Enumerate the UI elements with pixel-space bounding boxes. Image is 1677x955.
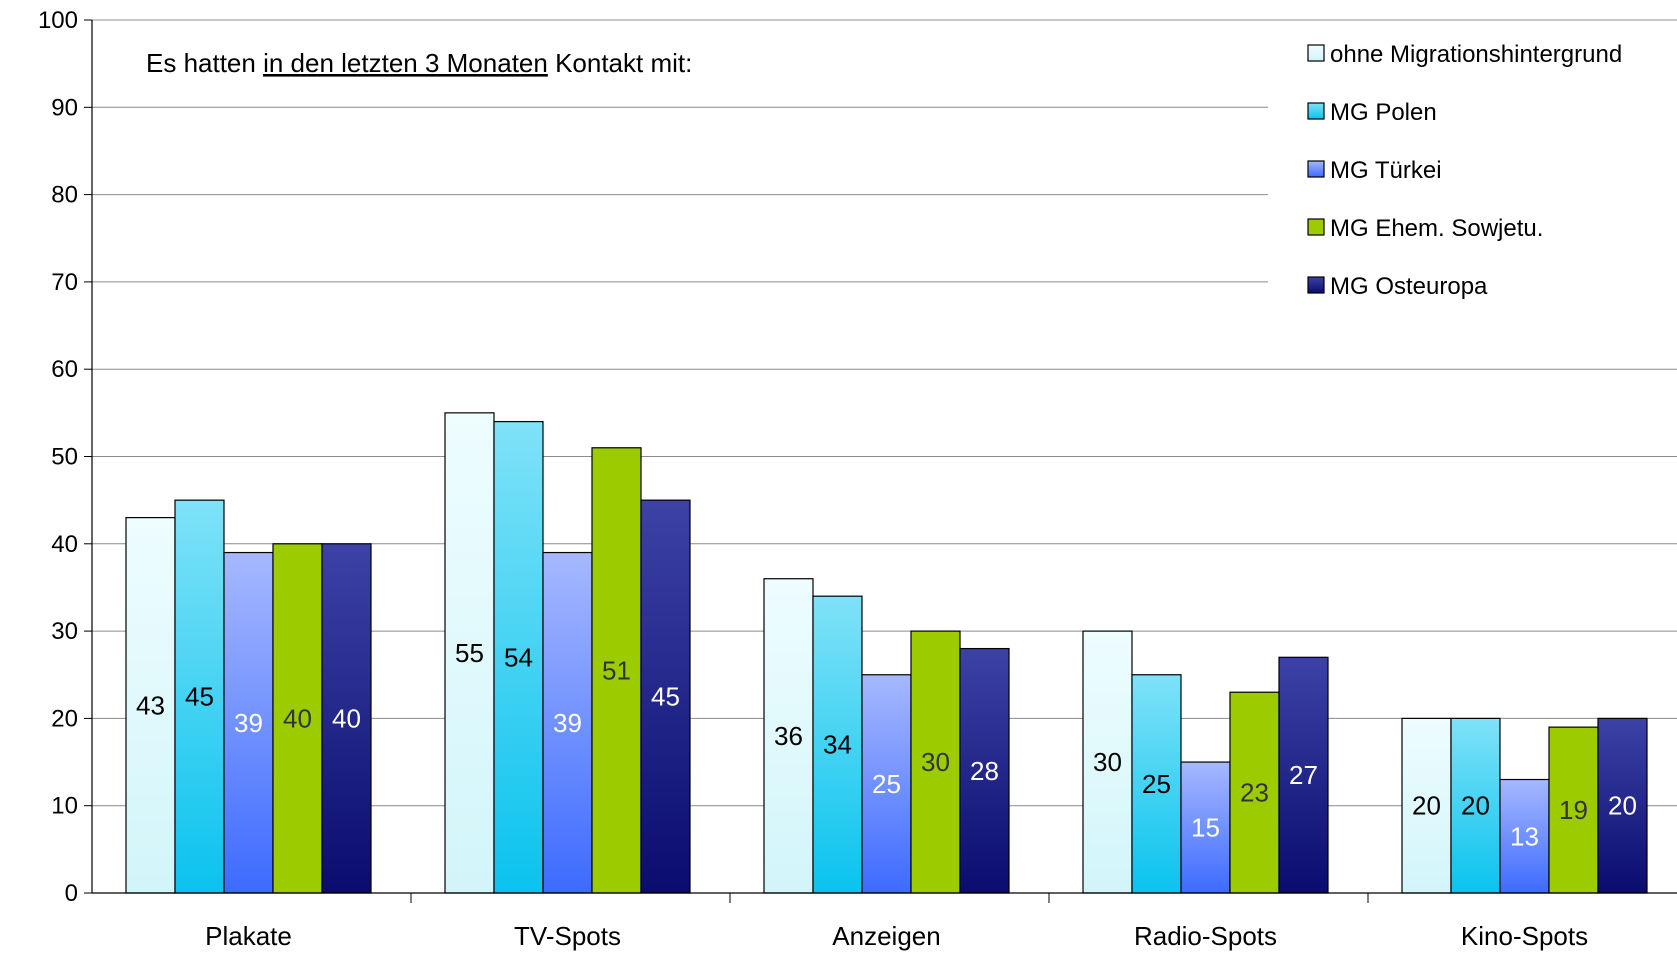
legend-label: MG Polen: [1330, 99, 1437, 126]
bar: [1597, 717, 1648, 894]
x-tick-label: Kino-Spots: [1461, 921, 1588, 951]
legend-label: MG Türkei: [1330, 157, 1442, 184]
data-label: 27: [1289, 760, 1318, 790]
bar: [1131, 674, 1182, 894]
data-label: 43: [136, 690, 165, 720]
data-label: 45: [185, 682, 214, 712]
data-label: 40: [283, 703, 312, 733]
bar: [861, 674, 912, 894]
bars: [125, 412, 1648, 894]
x-tick-label: Plakate: [205, 921, 292, 951]
data-labels: 43 45 39 40 40 55 54 39 51 45 36 34 25 30 28 30 25 15 23 27…: [136, 638, 1637, 851]
data-label: 20: [1461, 791, 1490, 821]
bar: [542, 551, 593, 894]
data-label: 39: [553, 708, 582, 738]
legend-swatch: [1307, 160, 1325, 178]
data-label: 39: [234, 708, 263, 738]
data-label: 20: [1608, 791, 1637, 821]
y-tick-label: 80: [51, 182, 78, 209]
data-label: 51: [602, 655, 631, 685]
y-tick-label: 90: [51, 94, 78, 121]
x-tick-label: Anzeigen: [832, 921, 940, 951]
data-label: 55: [455, 638, 484, 668]
x-tick-label: Radio-Spots: [1134, 921, 1277, 951]
data-label: 25: [872, 769, 901, 799]
bar: [763, 578, 814, 894]
bar: [959, 647, 1010, 894]
bar: [591, 447, 642, 894]
legend-swatch: [1307, 218, 1325, 236]
data-label: 19: [1559, 795, 1588, 825]
legend-swatch: [1307, 44, 1325, 62]
legend-label: ohne Migrationshintergrund: [1330, 41, 1622, 68]
legend-swatch: [1307, 276, 1325, 294]
bar: [1180, 761, 1231, 894]
y-tick-label: 20: [51, 705, 78, 732]
bar: [1229, 691, 1280, 894]
legend-label: MG Osteuropa: [1330, 273, 1488, 300]
data-label: 54: [504, 642, 533, 672]
bar: [125, 517, 176, 894]
bar: [1082, 630, 1133, 894]
data-label: 23: [1240, 778, 1269, 808]
y-tick-label: 10: [51, 793, 78, 820]
y-tick-label: 0: [65, 880, 78, 907]
legend: ohne Migrationshintergrund MG Polen MG Tür…: [1268, 22, 1677, 318]
data-label: 20: [1412, 791, 1441, 821]
data-label: 45: [651, 682, 680, 712]
legend-background: [1268, 22, 1677, 318]
data-label: 13: [1510, 821, 1539, 851]
data-label: 30: [1093, 747, 1122, 777]
x-tick-label: TV-Spots: [514, 921, 621, 951]
bar: [223, 551, 274, 894]
legend-swatch: [1307, 102, 1325, 120]
bar: [910, 630, 961, 894]
y-tick-label: 30: [51, 618, 78, 645]
subtitle-part-1: Es hatten: [146, 48, 263, 78]
data-label: 36: [774, 721, 803, 751]
y-tick-label: 60: [51, 356, 78, 383]
bar: [812, 595, 863, 894]
subtitle-underlined: in den letzten 3 Monaten: [263, 48, 548, 78]
data-label: 15: [1191, 813, 1220, 843]
y-tick-label: 50: [51, 444, 78, 471]
axes: 0 10 20 30 40 50 60 70 80 90 100 Plakate TV-Spots Anz…: [38, 7, 1677, 951]
subtitle-part-2: Kontakt mit:: [548, 48, 693, 78]
chart-subtitle: Es hatten in den letzten 3 Monaten Konta…: [146, 48, 692, 78]
y-tick-label: 100: [38, 7, 78, 34]
data-label: 30: [921, 747, 950, 777]
bar: [321, 543, 372, 894]
y-tick-label: 70: [51, 269, 78, 296]
data-label: 40: [332, 703, 361, 733]
data-label: 25: [1142, 769, 1171, 799]
y-tick-label: 40: [51, 531, 78, 558]
data-label: 28: [970, 756, 999, 786]
legend-label: MG Ehem. Sowjetu.: [1330, 215, 1543, 242]
bar: [640, 499, 691, 894]
data-label: 34: [823, 730, 852, 760]
bar: [1278, 656, 1329, 894]
bar: [174, 499, 225, 894]
